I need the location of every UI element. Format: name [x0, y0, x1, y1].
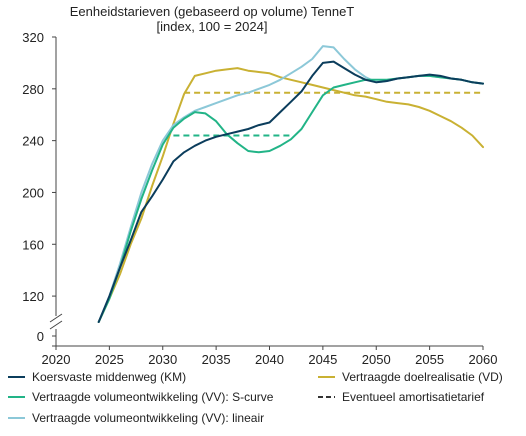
- chart-title-line-1: Eenheidstarieven (gebaseerd op volume) T…: [70, 4, 355, 19]
- legend: Koersvaste middenweg (KM) Vertraagde doel…: [8, 370, 503, 425]
- axes: 0 120 160 200 240 280 320 2020 2025 2030 2035 2040 2…: [22, 30, 497, 367]
- y-tick-label: 160: [22, 237, 44, 252]
- x-tick-label: 2020: [42, 352, 71, 367]
- series-line-koersvaste-middenweg-km: [97, 60, 484, 323]
- x-tick-label: 2055: [415, 352, 444, 367]
- x-tick-label: 2050: [362, 352, 391, 367]
- series-layer: [97, 45, 484, 323]
- x-tick-label: 2040: [255, 352, 284, 367]
- legend-label: Vertraagde doelrealisatie (VD): [342, 370, 503, 384]
- series-line-vertraagde-volumeontwikkeling-vv-s-curve: [97, 74, 484, 323]
- y-tick-label: 200: [22, 185, 44, 200]
- series-line-vertraagde-volumeontwikkeling-vv-lineair: [97, 45, 484, 323]
- legend-label: Eventueel amortisatietarief: [342, 390, 485, 404]
- x-tick-label: 2035: [202, 352, 231, 367]
- legend-label: Koersvaste middenweg (KM): [32, 370, 186, 384]
- y-tick-label: 0: [37, 329, 44, 344]
- x-tick-label: 2060: [469, 352, 498, 367]
- y-tick-label: 240: [22, 134, 44, 149]
- x-tick-label: 2045: [308, 352, 337, 367]
- y-tick-label: 280: [22, 82, 44, 97]
- y-tick-label: 320: [22, 30, 44, 45]
- legend-label: Vertraagde volumeontwikkeling (VV): S-cu…: [32, 390, 274, 404]
- series-line-vertraagde-doelrealisatie-vd: [97, 67, 484, 323]
- x-tick-label: 2030: [148, 352, 177, 367]
- x-tick-label: 2025: [95, 352, 124, 367]
- y-tick-label: 120: [22, 289, 44, 304]
- legend-label: Vertraagde volumeontwikkeling (VV): line…: [32, 411, 264, 425]
- axis-break-mark: [49, 313, 63, 330]
- chart-title-line-2: [index, 100 = 2024]: [157, 19, 268, 34]
